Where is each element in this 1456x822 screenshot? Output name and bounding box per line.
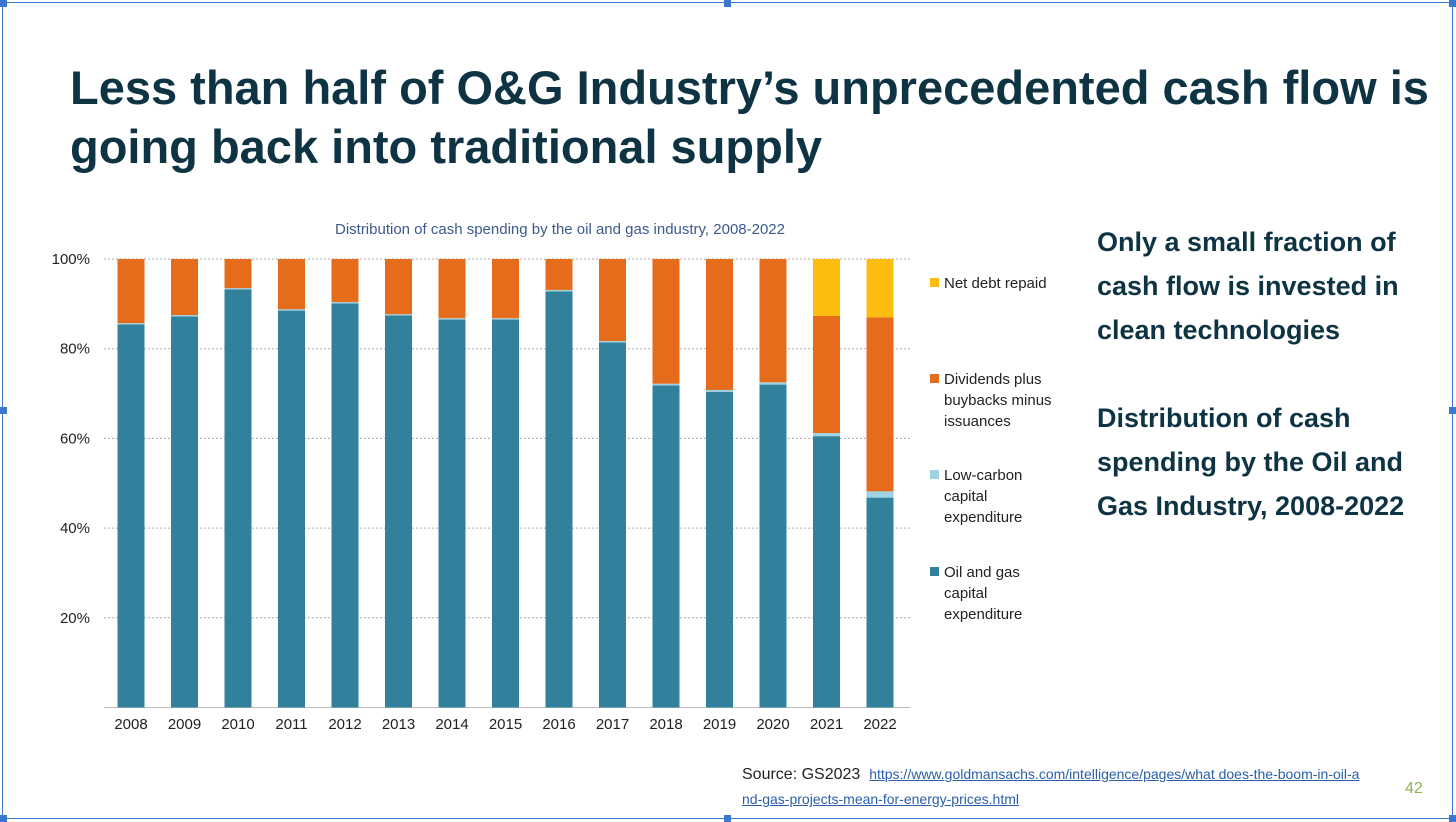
resize-handle[interactable] bbox=[724, 815, 731, 822]
bar-segment-oil-and-gas-capital-expenditure bbox=[438, 319, 466, 708]
x-tick-label: 2019 bbox=[703, 716, 736, 733]
bar-segment-dividends-plus-buybacks-minus-issuances bbox=[866, 317, 894, 492]
bar-segment-dividends-plus-buybacks-minus-issuances bbox=[599, 259, 626, 342]
y-tick-label: 80% bbox=[60, 341, 90, 358]
legend-label: Dividends plus bbox=[944, 371, 1042, 388]
x-tick-label: 2021 bbox=[810, 716, 843, 733]
legend-label: Oil and gas bbox=[944, 564, 1020, 581]
bar-segment-oil-and-gas-capital-expenditure bbox=[813, 436, 840, 708]
legend-label: issuances bbox=[944, 413, 1011, 430]
source-label: Source: GS2023 bbox=[742, 766, 861, 783]
bar-segment-low-carbon-capital-expenditure bbox=[224, 288, 252, 290]
source-note: Source: GS2023 https://www.goldmansachs.… bbox=[742, 762, 1362, 812]
bar-segment-low-carbon-capital-expenditure bbox=[331, 302, 359, 304]
bar-segment-low-carbon-capital-expenditure bbox=[706, 389, 733, 392]
bar-segment-oil-and-gas-capital-expenditure bbox=[171, 316, 198, 708]
legend-swatch bbox=[930, 470, 939, 479]
x-tick-label: 2009 bbox=[168, 716, 201, 733]
legend-label: capital bbox=[944, 585, 987, 602]
bar-segment-oil-and-gas-capital-expenditure bbox=[706, 391, 733, 708]
y-tick-label: 100% bbox=[52, 251, 90, 268]
bar-segment-net-debt-repaid bbox=[866, 259, 894, 318]
legend-label: buybacks minus bbox=[944, 392, 1052, 409]
x-tick-label: 2013 bbox=[382, 716, 415, 733]
x-tick-label: 2012 bbox=[328, 716, 361, 733]
resize-handle[interactable] bbox=[1449, 0, 1456, 7]
bar-segment-low-carbon-capital-expenditure bbox=[652, 383, 680, 386]
bar-segment-oil-and-gas-capital-expenditure bbox=[331, 303, 359, 708]
legend-swatch bbox=[930, 278, 939, 287]
x-tick-label: 2018 bbox=[649, 716, 682, 733]
bar-segment-low-carbon-capital-expenditure bbox=[545, 289, 573, 292]
x-tick-label: 2017 bbox=[596, 716, 629, 733]
x-tick-label: 2014 bbox=[435, 716, 468, 733]
x-tick-label: 2011 bbox=[275, 716, 307, 733]
bar-segment-oil-and-gas-capital-expenditure bbox=[385, 315, 412, 708]
bar-segment-dividends-plus-buybacks-minus-issuances bbox=[171, 259, 198, 316]
legend-label: Net debt repaid bbox=[944, 275, 1047, 292]
y-tick-label: 20% bbox=[60, 610, 90, 627]
side-text-1: Only a small fraction of cash flow is in… bbox=[1097, 227, 1399, 345]
bar-segment-dividends-plus-buybacks-minus-issuances bbox=[224, 259, 252, 289]
bar-segment-oil-and-gas-capital-expenditure bbox=[492, 319, 519, 708]
bar-segment-low-carbon-capital-expenditure bbox=[813, 433, 840, 437]
bar-segment-oil-and-gas-capital-expenditure bbox=[652, 385, 680, 708]
bar-segment-low-carbon-capital-expenditure bbox=[759, 382, 787, 385]
side-text-2: Distribution of cash spending by the Oil… bbox=[1097, 403, 1405, 521]
bar-segment-dividends-plus-buybacks-minus-issuances bbox=[492, 259, 519, 319]
bar-segment-low-carbon-capital-expenditure bbox=[492, 318, 519, 320]
resize-handle[interactable] bbox=[0, 815, 7, 822]
resize-handle[interactable] bbox=[1449, 815, 1456, 822]
y-tick-label: 60% bbox=[60, 430, 90, 447]
x-tick-label: 2015 bbox=[489, 716, 522, 733]
bar-segment-low-carbon-capital-expenditure bbox=[385, 314, 412, 316]
x-tick-label: 2020 bbox=[756, 716, 789, 733]
bar-segment-net-debt-repaid bbox=[813, 259, 840, 316]
bar-segment-dividends-plus-buybacks-minus-issuances bbox=[759, 259, 787, 383]
bar-segment-oil-and-gas-capital-expenditure bbox=[599, 342, 626, 708]
bar-segment-low-carbon-capital-expenditure bbox=[171, 315, 198, 317]
bar-segment-dividends-plus-buybacks-minus-issuances bbox=[438, 259, 466, 319]
bar-segment-dividends-plus-buybacks-minus-issuances bbox=[117, 259, 145, 324]
legend-swatch bbox=[930, 567, 939, 576]
bar-segment-oil-and-gas-capital-expenditure bbox=[278, 310, 305, 708]
source-link[interactable]: https://www.goldmansachs.com/intelligenc… bbox=[742, 766, 1360, 807]
bar-segment-low-carbon-capital-expenditure bbox=[866, 491, 894, 498]
x-tick-label: 2010 bbox=[221, 716, 254, 733]
resize-handle[interactable] bbox=[1449, 407, 1456, 414]
bar-segment-low-carbon-capital-expenditure bbox=[438, 318, 466, 320]
resize-handle[interactable] bbox=[724, 0, 731, 7]
bar-segment-low-carbon-capital-expenditure bbox=[278, 309, 305, 311]
bar-segment-dividends-plus-buybacks-minus-issuances bbox=[331, 259, 359, 303]
bar-segment-dividends-plus-buybacks-minus-issuances bbox=[652, 259, 680, 384]
x-tick-label: 2008 bbox=[114, 716, 147, 733]
legend-label: Low-carbon bbox=[944, 467, 1022, 484]
bar-segment-dividends-plus-buybacks-minus-issuances bbox=[278, 259, 305, 310]
y-tick-label: 40% bbox=[60, 520, 90, 537]
resize-handle[interactable] bbox=[0, 407, 7, 414]
resize-handle[interactable] bbox=[0, 0, 7, 7]
bar-segment-low-carbon-capital-expenditure bbox=[117, 323, 145, 325]
page-number: 42 bbox=[1405, 780, 1423, 797]
x-tick-label: 2016 bbox=[542, 716, 575, 733]
bar-segment-oil-and-gas-capital-expenditure bbox=[224, 289, 252, 708]
bar-segment-dividends-plus-buybacks-minus-issuances bbox=[545, 259, 573, 290]
bar-segment-dividends-plus-buybacks-minus-issuances bbox=[385, 259, 412, 315]
bar-segment-oil-and-gas-capital-expenditure bbox=[545, 291, 573, 708]
chart-title: Distribution of cash spending by the oil… bbox=[335, 221, 785, 238]
bar-segment-low-carbon-capital-expenditure bbox=[599, 341, 626, 343]
legend-label: expenditure bbox=[944, 509, 1022, 526]
legend-label: expenditure bbox=[944, 606, 1022, 623]
side-text: Only a small fraction of cash flow is in… bbox=[1097, 220, 1447, 572]
bar-segment-oil-and-gas-capital-expenditure bbox=[117, 324, 145, 708]
slide-title: Less than half of O&G Industry’s unprece… bbox=[70, 61, 1429, 173]
bar-segment-dividends-plus-buybacks-minus-issuances bbox=[706, 259, 733, 390]
legend-swatch bbox=[930, 374, 939, 383]
bar-segment-oil-and-gas-capital-expenditure bbox=[866, 497, 894, 708]
bar-segment-dividends-plus-buybacks-minus-issuances bbox=[813, 315, 840, 434]
x-tick-label: 2022 bbox=[863, 716, 896, 733]
bar-segment-oil-and-gas-capital-expenditure bbox=[759, 384, 787, 708]
legend-label: capital bbox=[944, 488, 987, 505]
